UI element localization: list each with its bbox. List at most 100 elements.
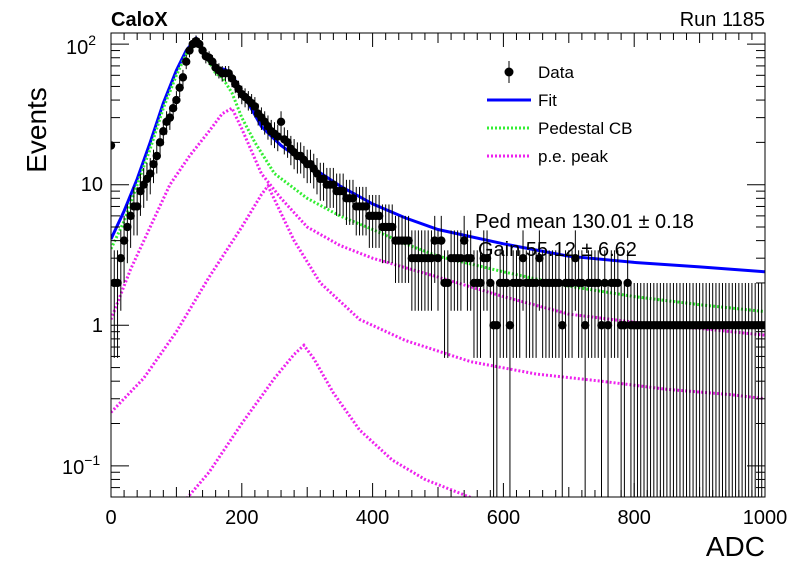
data-marker xyxy=(374,211,384,221)
data-point xyxy=(492,282,502,497)
data-marker xyxy=(613,278,623,288)
data-point xyxy=(518,230,528,311)
data-marker xyxy=(149,159,158,169)
data-point xyxy=(374,194,384,248)
data-marker xyxy=(175,83,184,92)
data-marker xyxy=(155,138,165,147)
data-marker xyxy=(515,278,524,288)
data-point xyxy=(594,250,603,358)
data-marker xyxy=(492,321,502,330)
data-marker xyxy=(427,253,436,263)
data-point xyxy=(603,282,613,497)
data-marker xyxy=(348,194,358,203)
data-point xyxy=(577,250,587,358)
data-marker xyxy=(119,236,129,245)
data-marker xyxy=(597,321,606,330)
data-marker xyxy=(404,236,413,245)
data-point xyxy=(126,194,135,248)
data-marker xyxy=(486,278,495,288)
data-marker xyxy=(603,321,613,330)
data-point xyxy=(580,282,590,497)
y-tick-label-100: 102 xyxy=(66,32,96,59)
data-point xyxy=(116,230,126,311)
data-point xyxy=(567,250,577,358)
data-point xyxy=(404,215,413,283)
data-marker xyxy=(388,222,397,232)
data-marker xyxy=(518,253,528,263)
data-point xyxy=(111,132,116,162)
data-point xyxy=(348,179,358,225)
data-marker xyxy=(172,95,181,105)
legend-label: Data xyxy=(538,63,574,82)
data-marker xyxy=(116,253,126,263)
y-tick-label-0.1: 10−1 xyxy=(62,452,100,479)
axis-ticks xyxy=(110,33,766,498)
data-marker xyxy=(273,132,282,141)
data-marker xyxy=(466,253,475,263)
data-point xyxy=(571,230,580,311)
data-marker xyxy=(126,211,135,221)
data-marker xyxy=(567,278,577,288)
data-point xyxy=(623,250,632,358)
data-point xyxy=(597,282,606,497)
legend-data-marker xyxy=(504,67,514,77)
data-marker xyxy=(482,253,492,263)
data-marker xyxy=(456,253,466,263)
y-tick-label-1: 1 xyxy=(92,315,103,337)
data-marker xyxy=(283,138,292,147)
data-point xyxy=(276,111,286,135)
data-point xyxy=(613,250,623,358)
data-point xyxy=(175,79,184,98)
data-point xyxy=(178,69,188,86)
data-marker xyxy=(594,278,603,288)
data-marker xyxy=(136,186,145,196)
data-point xyxy=(437,215,446,283)
data-point xyxy=(456,230,466,311)
data-marker xyxy=(437,236,446,245)
data-point xyxy=(433,230,443,311)
curve-p-e-peak-1 xyxy=(111,106,765,337)
data-marker xyxy=(123,222,132,232)
data-point xyxy=(361,186,371,236)
data-marker xyxy=(623,278,632,288)
data-marker xyxy=(111,141,116,150)
data-point xyxy=(466,230,475,311)
data-marker xyxy=(580,321,590,330)
data-marker xyxy=(505,321,515,330)
x-tick-label: 1000 xyxy=(743,507,788,529)
x-tick-labels: 0 200 400 600 800 1000 xyxy=(105,507,787,529)
data-point xyxy=(558,282,567,497)
data-point xyxy=(273,124,282,152)
data-point xyxy=(482,230,492,311)
data-point xyxy=(502,250,511,358)
data-marker xyxy=(558,321,567,330)
legend-entry: Pedestal CB xyxy=(487,119,633,138)
data-marker xyxy=(430,236,439,245)
brand-label: CaloX xyxy=(111,9,168,31)
data-marker xyxy=(178,73,188,82)
x-tick-label: 400 xyxy=(356,507,389,529)
data-point xyxy=(338,173,348,216)
legend-entry: p.e. peak xyxy=(487,147,608,166)
legend-label: p.e. peak xyxy=(538,147,608,166)
data-points-layer xyxy=(111,35,765,497)
data-marker xyxy=(146,169,155,178)
data-marker xyxy=(600,278,609,288)
data-point xyxy=(430,215,439,283)
data-point xyxy=(388,204,397,264)
x-tick-label: 600 xyxy=(487,507,520,529)
x-tick-label: 0 xyxy=(105,507,116,529)
data-point xyxy=(459,215,469,283)
y-tick-labels: 102 10 1 10−1 xyxy=(62,32,103,479)
legend-label: Pedestal CB xyxy=(538,119,633,138)
data-marker xyxy=(132,202,142,211)
data-point xyxy=(427,230,436,311)
data-marker xyxy=(531,278,541,288)
legend-entry: Data xyxy=(504,61,574,83)
data-point xyxy=(535,230,544,311)
data-point xyxy=(505,282,515,497)
data-point xyxy=(136,173,145,216)
x-tick-label: 200 xyxy=(225,507,258,529)
